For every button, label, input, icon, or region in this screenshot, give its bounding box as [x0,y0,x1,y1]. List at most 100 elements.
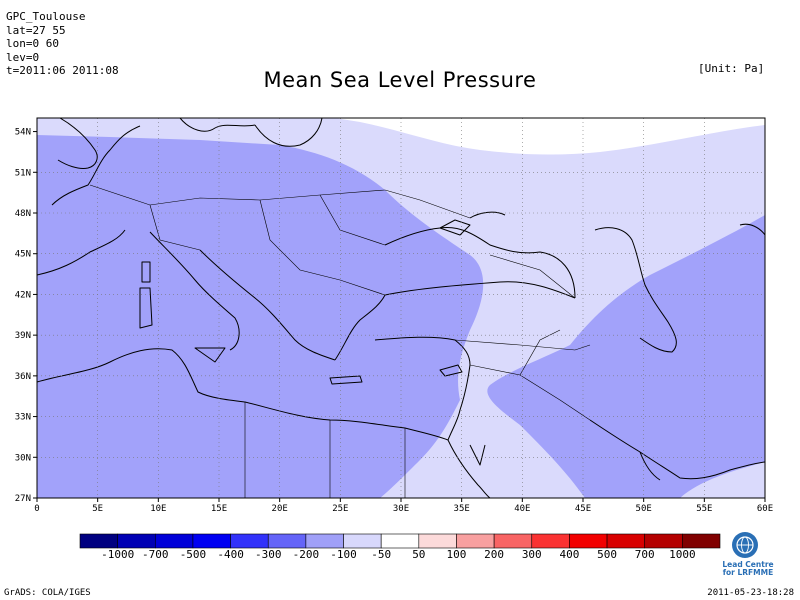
colorbar-swatch [569,533,608,549]
coastline-aral [739,223,765,236]
colorbar-swatch [267,533,307,549]
colorbar-label: -100 [330,548,357,561]
colorbar-swatch [456,533,495,549]
coastline-layer [37,118,765,498]
border-line [469,364,591,421]
colorbar-label: -700 [142,548,169,561]
coastline-turkey-north [384,281,576,299]
colorbar-swatch [230,533,269,549]
colorbar [79,533,721,549]
coastline-britain [57,118,98,169]
logo-caption: Lead Centre for LRFMME [718,561,778,577]
colorbar-swatch [682,533,721,549]
border-line [149,204,201,251]
colorbar-swatch [117,533,156,549]
footer-credit: GrADS: COLA/IGES [4,588,91,598]
coastline-north-africa [37,348,449,441]
lon-tick-label: 5E [92,504,103,514]
border-line [519,329,561,376]
coastline-sicily [194,347,226,363]
wmo-emblem-icon [732,532,758,558]
coastline-caspian [594,227,677,353]
coastline-persian-gulf [589,419,765,480]
meta-line: lon=0 60 [6,37,59,51]
lon-tick-label: 35E [454,504,470,514]
colorbar-swatch [79,533,118,549]
lat-tick-label: 33N [15,413,31,423]
colorbar-swatch [644,533,683,549]
colorbar-label: -500 [179,548,207,561]
colorbar-swatch [531,533,570,549]
axis-ticks [33,131,766,502]
graticule-grid [37,118,765,498]
colorbar-label: 50 [412,548,426,561]
colorbar-label: -300 [254,548,282,561]
meta-line: lat=27 55 [6,23,66,37]
colorbar-label: 700 [634,548,655,561]
island-crete [329,375,363,385]
coastline-levant [447,364,471,441]
lon-tick-label: 30E [393,504,409,514]
colorbar-swatch [606,533,646,549]
border-line [489,254,576,299]
pressure-region-white [335,118,765,155]
colorbar-label: 200 [484,548,505,561]
lat-tick-label: 45N [15,250,31,260]
coastline-western-europe [51,125,141,206]
colorbar-label: -50 [371,548,392,561]
lat-tick-label: 27N [15,494,31,504]
colorbar-label: -1000 [101,548,135,561]
lon-tick-label: 40E [514,504,530,514]
pressure-region-mid-west [37,135,484,498]
coastline-greece-aegean [334,294,386,361]
colorbar-swatch [192,533,231,549]
island-cyprus [439,364,463,377]
border-line [384,189,471,219]
coastline-sardinia [139,287,153,329]
lon-tick-label: 25E [332,504,348,514]
unit-label: [Unit: Pa] [698,62,765,75]
meta-line: t=2011:06 2011:08 [6,64,119,78]
lon-tick-label: 55E [696,504,712,514]
lat-tick-label: 39N [15,331,31,341]
coastline-azov [469,211,506,219]
colorbar-swatch [343,533,382,549]
latitude-labels: 54N 51N 48N 45N 42N 39N 36N 33N 30N 27N [15,128,31,504]
colorbar-swatch [418,533,457,549]
lon-tick-label: 50E [636,504,652,514]
lat-tick-label: 30N [15,453,31,463]
border-line [319,194,386,246]
colorbar-label: 100 [446,548,467,561]
colorbar-label: 500 [597,548,617,561]
footer-timestamp: 2011-05-23-18:28 [707,588,794,598]
coastline-black-sea [384,226,576,299]
coastline-italy [149,231,240,351]
coastline-corsica [141,261,151,283]
pressure-region-mid-east [487,215,765,498]
coastline-scandinavia [179,118,256,132]
metadata-block: GPC_Toulouse lat=27 55 lon=0 60 lev=0 t=… [6,10,119,78]
coastline-turkey-south [374,336,471,366]
longitude-labels: 0 5E 10E 15E 20E 25E 30E 35E 40E 45E 50E 55E 60E [34,504,773,514]
coastline-arabia-east [639,451,661,481]
coastline-balkans [199,249,336,361]
lat-tick-label: 36N [15,372,31,382]
border-line [259,199,386,296]
colorbar-swatch [154,533,194,549]
lon-tick-label: 20E [272,504,288,514]
lat-tick-label: 48N [15,209,31,219]
lon-tick-label: 15E [211,504,227,514]
lon-tick-label: 60E [757,504,773,514]
colorbar-swatch [305,533,344,549]
colorbar-label: 1000 [669,548,696,561]
colorbar-swatch [380,533,420,549]
meta-line: lev=0 [6,50,40,64]
lon-tick-label: 45E [575,504,591,514]
coastline-crimea [439,219,471,236]
logo-caption-line: Lead Centre [722,560,774,569]
colorbar-label: -200 [292,548,320,561]
lat-tick-label: 42N [15,290,31,300]
coastline-iberia [37,229,126,276]
colorbar-label: -400 [217,548,244,561]
